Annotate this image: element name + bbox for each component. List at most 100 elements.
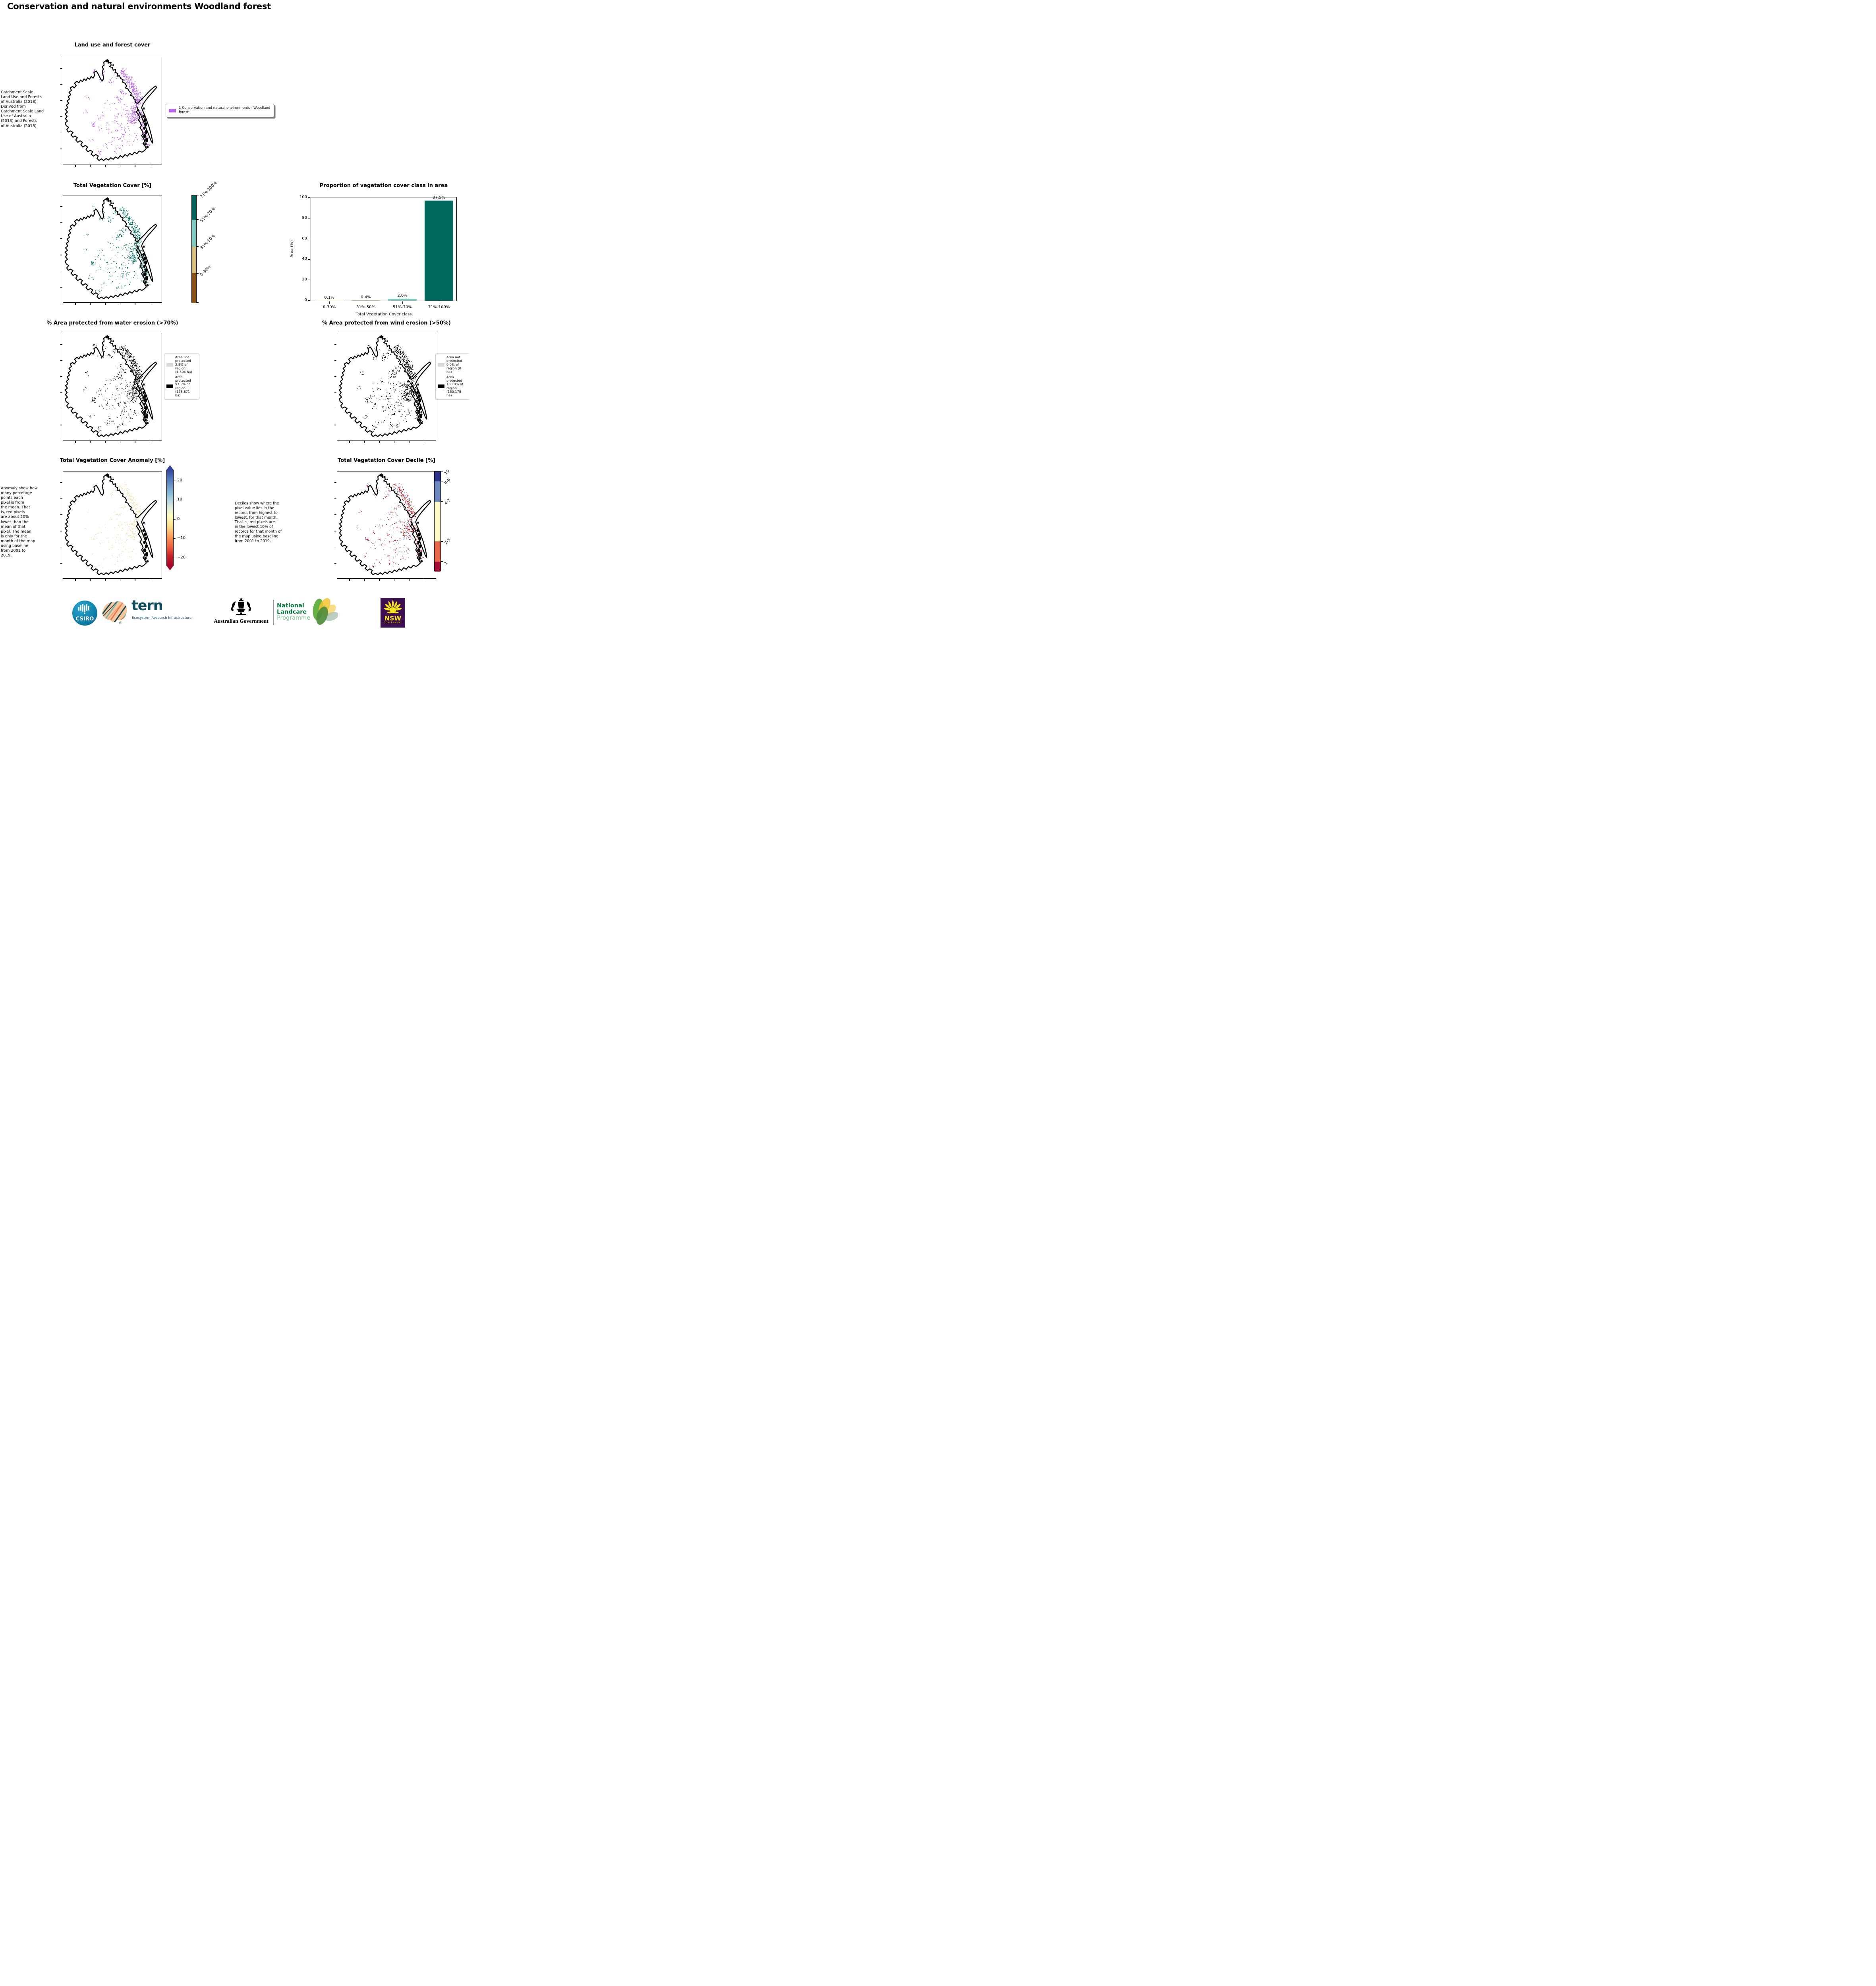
bar-chart-xlabel: Total Vegetation Cover class xyxy=(355,312,412,317)
water-map-title: % Area protected from water erosion (>70… xyxy=(46,320,178,326)
bar-chart-xtick-label: 51%-70% xyxy=(392,305,412,309)
bar-chart-xtick xyxy=(402,301,403,304)
map-axis-tick xyxy=(394,579,395,581)
tvc-colorbar-tick xyxy=(197,246,199,247)
decile-colorbar-segment xyxy=(435,481,441,502)
wind-legend-label-notprotected: Area not protected 0.0% of region (0 ha) xyxy=(446,355,462,374)
map-axis-tick xyxy=(423,441,424,443)
tvc-colorbar-segment xyxy=(192,273,196,303)
bar-chart-plot: 0.1% 0-30% 0.4% 31%-50% 2.0% 51%-70% 97.5% 71%-… xyxy=(299,195,457,309)
map-axis-tick xyxy=(120,165,121,167)
map-axis-tick xyxy=(60,482,62,483)
tvc-colorbar-label: 31%-50% xyxy=(199,234,216,251)
map-axis-tick xyxy=(149,579,150,581)
map-axis-tick xyxy=(75,579,76,581)
bar-chart-ytick xyxy=(308,197,310,198)
map-axis-tick xyxy=(60,563,62,564)
national-landcare-logo: National Landcare Programme xyxy=(277,603,310,622)
csiro-logo: CSIRO xyxy=(72,601,97,626)
map-axis-tick xyxy=(60,270,62,272)
map-axis-tick xyxy=(334,408,336,410)
map-axis-tick xyxy=(105,441,106,443)
nsw-sublabel: GOVERNMENT xyxy=(383,622,402,624)
map-axis-tick xyxy=(409,579,410,581)
bar-chart-title: Proportion of vegetation cover class in … xyxy=(319,183,448,189)
tvc-colorbar-label: 51%-70% xyxy=(199,207,216,224)
landuse-map-title: Land use and forest cover xyxy=(74,42,151,48)
decile-colorbar-tick xyxy=(441,561,443,562)
anomaly-colorbar-tick-label: 20 xyxy=(177,478,182,483)
decile-colorbar-segment xyxy=(435,501,441,542)
water-legend-item-notprotected: Area not protected 2.5% of region (4,504… xyxy=(166,355,197,374)
anomaly-note: Anomaly show how many percetage points e… xyxy=(1,486,38,558)
bar-chart-xtick-label: 0-30% xyxy=(323,305,336,309)
water-legend: Area not protected 2.5% of region (4,504… xyxy=(164,354,199,400)
decile-note: Deciles show where the pixel value lies … xyxy=(235,501,282,543)
bar-chart-ytick-label: 40 xyxy=(302,257,307,261)
map-axis-tick xyxy=(334,344,336,345)
map-axis-tick xyxy=(60,68,62,69)
anomaly-colorbar-tick-label: −10 xyxy=(177,536,186,540)
decile-colorbar xyxy=(434,471,441,572)
anomaly-colorbar-tick-label: 10 xyxy=(177,497,182,502)
footer-divider xyxy=(273,600,274,625)
map-axis-tick xyxy=(60,287,62,288)
bar-value-label: 0.4% xyxy=(361,295,371,299)
map-axis-tick xyxy=(75,303,76,305)
decile-colorbar-label: 2-3 xyxy=(444,538,452,546)
map-axis-tick xyxy=(394,441,395,443)
map-axis-tick xyxy=(60,222,62,223)
tvc-colorbar-tick xyxy=(197,302,199,303)
map-axis-tick xyxy=(349,441,350,443)
tvc-map xyxy=(60,195,162,305)
bar-chart-ytick-label: 0 xyxy=(304,298,307,302)
map-axis-tick xyxy=(364,579,365,581)
map-axis-tick xyxy=(334,392,336,393)
csiro-label: CSIRO xyxy=(75,616,94,622)
decile-colorbar-segment xyxy=(435,541,441,562)
map-axis-tick xyxy=(334,547,336,548)
water-legend-label-protected: Area protected 97.5% of region (175,671 … xyxy=(175,375,191,398)
bar-chart-ytick xyxy=(308,300,310,301)
anomaly-colorbar-tick xyxy=(174,519,176,520)
bar-chart-xtick xyxy=(329,301,330,304)
anomaly-colorbar-tick-label: 0 xyxy=(177,517,180,521)
landcare-line2: Landcare xyxy=(277,609,307,615)
decile-colorbar-label: 10 xyxy=(444,469,450,476)
map-axis-tick xyxy=(105,165,106,167)
nsw-government-logo: NSW GOVERNMENT xyxy=(381,598,405,628)
bar-value-label: 2.0% xyxy=(397,293,408,298)
anomaly-colorbar-tick xyxy=(174,538,176,539)
wind-legend-swatch-protected xyxy=(438,384,444,388)
map-axis-tick xyxy=(60,238,62,239)
nsw-waratah-icon xyxy=(384,600,402,614)
map-axis-tick xyxy=(60,498,62,499)
anomaly-colorbar-bottom-arrow xyxy=(166,566,174,570)
decile-map xyxy=(334,471,436,581)
wind-legend-swatch-notprotected xyxy=(438,363,444,367)
wind-legend-label-protected: Area protected 100.0% of region (180,175… xyxy=(446,375,463,398)
map-axis-tick xyxy=(90,165,91,167)
map-axis-tick xyxy=(149,303,150,305)
landuse-legend-label: 1 Conservation and natural environments … xyxy=(179,106,270,114)
anomaly-colorbar-gradient xyxy=(166,470,174,566)
map-axis-tick xyxy=(120,441,121,443)
map-axis-tick xyxy=(379,441,380,443)
map-axis-tick xyxy=(149,165,150,167)
tvc-colorbar-segment xyxy=(192,195,196,220)
tvc-colorbar-segment xyxy=(192,219,196,247)
landuse-map xyxy=(60,57,162,167)
map-axis-tick xyxy=(90,303,91,305)
map-axis-tick xyxy=(149,441,150,443)
map-axis-tick xyxy=(334,514,336,515)
bar-chart-xtick-label: 71%-100% xyxy=(428,305,450,309)
landcare-leaves-icon xyxy=(313,598,338,625)
bar-chart-xtick-label: 31%-50% xyxy=(356,305,376,309)
wind-legend-item-protected: Area protected 100.0% of region (180,175… xyxy=(438,375,468,398)
map-axis-tick xyxy=(60,360,62,361)
landuse-legend: 1 Conservation and natural environments … xyxy=(166,104,274,117)
decile-colorbar-segment xyxy=(435,471,441,482)
map-axis-tick xyxy=(60,206,62,207)
map-axis-tick xyxy=(120,303,121,305)
tern-sublabel: Ecosystem Research Infrastructure xyxy=(132,616,192,620)
